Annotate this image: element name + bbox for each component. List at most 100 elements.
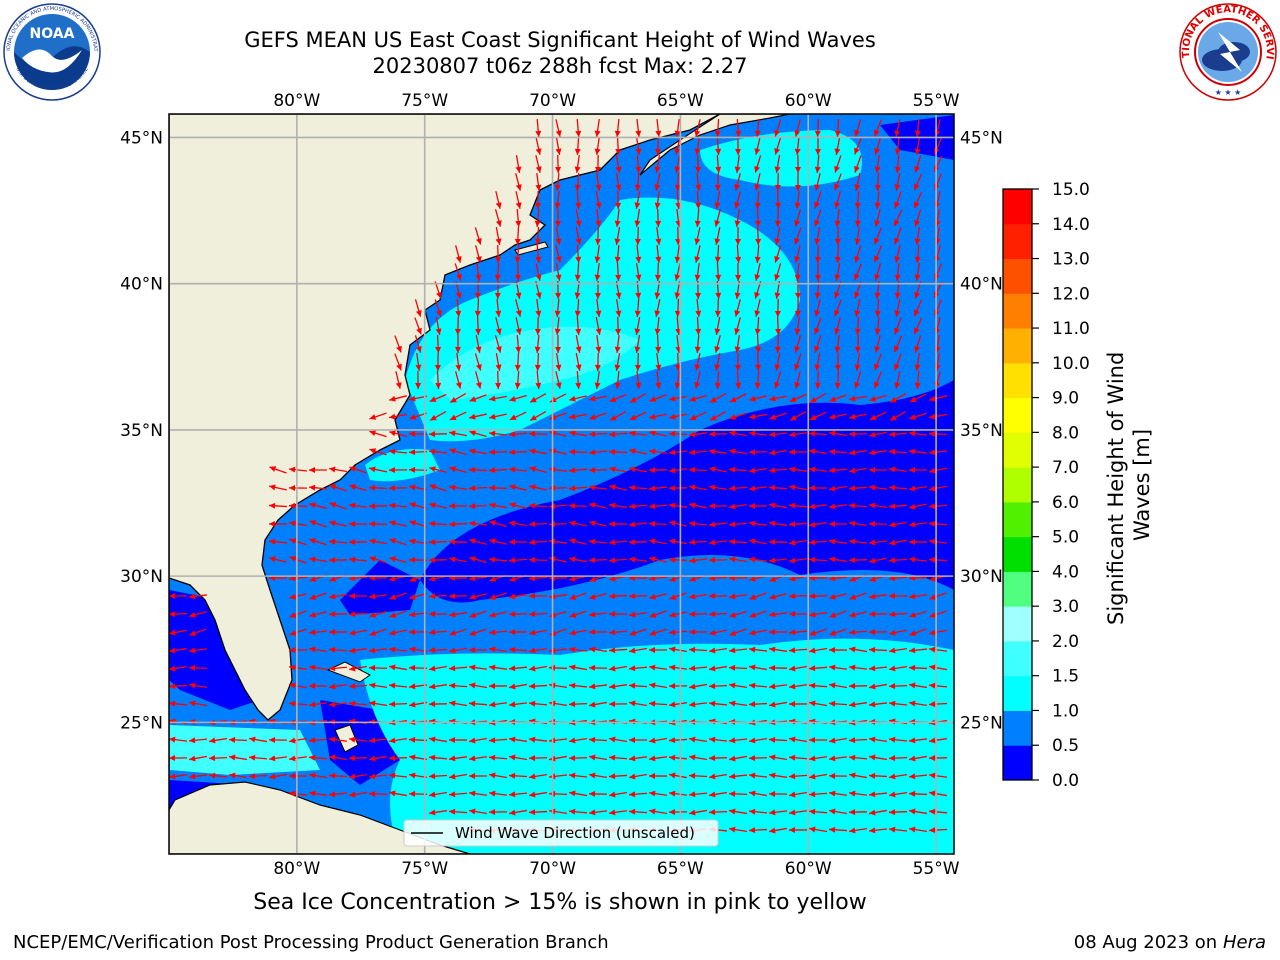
wind-wave-arrow	[689, 809, 707, 816]
wind-wave-arrow	[594, 226, 601, 246]
wind-wave-arrow	[348, 502, 368, 509]
wind-wave-arrow	[714, 227, 721, 245]
wind-wave-arrow	[189, 610, 207, 618]
wind-wave-arrow	[889, 647, 907, 654]
wind-wave-arrow	[634, 317, 641, 335]
wind-wave-arrow	[189, 755, 207, 762]
wind-wave-arrow	[709, 773, 727, 780]
wind-wave-arrow	[328, 538, 348, 545]
wind-wave-arrow	[774, 245, 782, 263]
lat-label-left-0: 45°N	[120, 128, 163, 148]
wind-wave-arrow	[469, 808, 487, 815]
wind-wave-arrow	[569, 592, 587, 600]
wind-wave-arrow	[714, 191, 721, 209]
wind-wave-arrow	[595, 172, 602, 192]
wind-wave-arrow	[809, 611, 827, 618]
wind-wave-arrow	[729, 826, 747, 833]
wind-wave-arrow	[888, 700, 908, 707]
wind-wave-arrow	[448, 538, 468, 545]
wind-wave-arrow	[874, 137, 882, 155]
wind-wave-arrow	[893, 335, 903, 353]
wind-wave-arrow	[749, 610, 767, 618]
wind-wave-arrow	[748, 808, 768, 815]
wind-wave-arrow	[528, 556, 548, 563]
wind-wave-arrow	[655, 208, 662, 228]
wind-wave-arrow	[388, 772, 408, 779]
wind-wave-arrow	[449, 466, 467, 474]
wind-wave-arrow	[474, 298, 481, 318]
wind-wave-arrow	[888, 557, 908, 564]
wind-wave-arrow	[774, 208, 781, 228]
wind-wave-arrow	[468, 647, 488, 654]
wind-wave-arrow	[829, 394, 847, 402]
wind-wave-arrow	[873, 119, 883, 137]
colorbar-tick-14: 12.0	[1052, 284, 1090, 304]
wind-wave-arrow	[689, 484, 707, 491]
wind-wave-arrow	[708, 755, 728, 762]
wind-wave-arrow	[369, 700, 387, 707]
wind-wave-arrow	[769, 395, 787, 402]
wind-wave-arrow	[308, 664, 328, 671]
wind-wave-arrow	[869, 449, 887, 456]
wind-wave-arrow	[329, 502, 347, 510]
wind-wave-arrow	[874, 209, 881, 227]
lat-label-right-0: 45°N	[960, 128, 1003, 148]
wind-wave-arrow	[349, 484, 367, 492]
wind-wave-arrow	[429, 683, 447, 690]
wind-wave-arrow	[668, 629, 688, 636]
wind-wave-arrow	[849, 467, 867, 474]
wind-wave-arrow	[309, 556, 327, 563]
wind-wave-arrow	[728, 647, 748, 654]
wind-wave-arrow	[648, 755, 668, 762]
wind-wave-arrow	[288, 664, 308, 671]
wind-wave-arrow	[368, 593, 388, 600]
wind-wave-arrow	[828, 646, 848, 653]
wind-wave-arrow	[749, 790, 767, 797]
wind-wave-arrow	[609, 683, 627, 690]
wind-wave-arrow	[828, 521, 848, 528]
colorbar-label: Significant Height of Wind Waves [m]	[1104, 345, 1154, 625]
wind-wave-arrow	[169, 700, 188, 707]
lon-label-bottom-3: 65°W	[657, 859, 704, 879]
wind-wave-arrow	[829, 682, 847, 689]
wind-wave-arrow	[794, 136, 801, 156]
colorbar-tick-13: 11.0	[1052, 319, 1090, 339]
wind-wave-arrow	[529, 448, 547, 455]
wind-wave-arrow	[694, 245, 701, 263]
wind-wave-arrow	[689, 394, 707, 402]
wind-wave-arrow	[848, 754, 868, 761]
wind-wave-arrow	[368, 664, 388, 671]
wind-wave-arrow	[834, 334, 841, 354]
wind-wave-arrow	[288, 484, 308, 491]
wind-wave-arrow	[775, 316, 782, 336]
wind-wave-arrow	[288, 755, 308, 762]
lon-label-top-5: 55°W	[913, 91, 960, 111]
wind-wave-arrow	[388, 646, 408, 653]
wind-wave-arrow	[449, 647, 467, 654]
wind-wave-arrow	[368, 790, 388, 797]
wind-wave-arrow	[889, 629, 907, 636]
wind-wave-arrow	[689, 683, 707, 690]
land-andros	[334, 724, 359, 753]
wind-wave-arrow	[575, 335, 582, 353]
wind-wave-arrow	[494, 209, 502, 227]
wind-wave-arrow	[768, 467, 788, 474]
wind-wave-arrow	[608, 629, 628, 636]
wind-wave-arrow	[869, 754, 887, 761]
wind-wave-arrow	[508, 538, 528, 545]
wind-wave-arrow	[894, 119, 901, 137]
wind-wave-arrow	[674, 118, 681, 138]
wind-wave-arrow	[715, 136, 722, 156]
wind-wave-arrow	[349, 629, 367, 636]
wind-wave-arrow	[669, 592, 687, 600]
wind-wave-arrow	[909, 700, 927, 707]
wind-wave-arrow	[734, 191, 741, 209]
land-nova-scotia	[639, 114, 791, 176]
wind-wave-arrow	[769, 772, 787, 779]
wind-wave-arrow	[568, 808, 588, 815]
wind-wave-arrow	[728, 790, 748, 797]
wind-wave-arrow	[555, 263, 562, 281]
wind-wave-arrow	[635, 370, 642, 390]
wind-wave-arrow	[609, 736, 627, 743]
